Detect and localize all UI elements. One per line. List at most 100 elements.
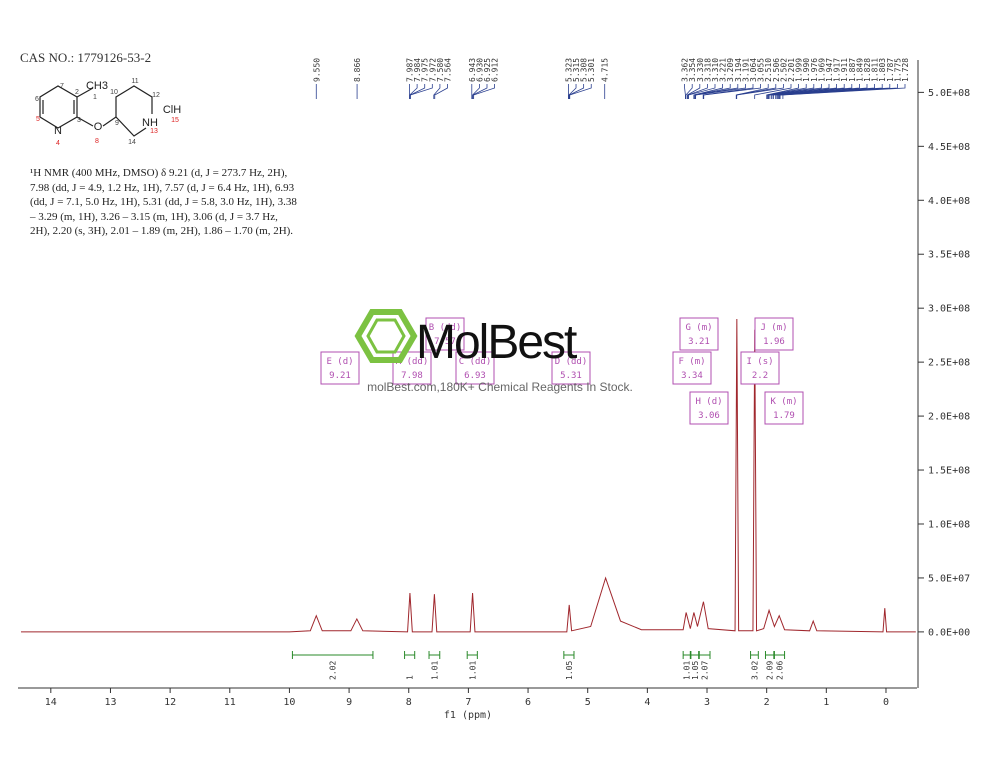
peak-pointer xyxy=(684,84,686,99)
x-tick-label: 1 xyxy=(823,697,829,708)
peak-pointer xyxy=(773,84,853,99)
peak-label: 1.811 xyxy=(871,58,880,82)
integral-value: 1.01 xyxy=(683,661,692,680)
x-tick-label: 14 xyxy=(45,697,57,708)
peak-pointer xyxy=(754,84,792,99)
multiplet-label: B (dd) xyxy=(429,323,462,333)
peak-label: 3.209 xyxy=(726,58,735,82)
peak-pointer xyxy=(693,84,723,99)
peak-label: 1.775 xyxy=(893,58,902,82)
bond xyxy=(102,116,117,127)
peak-pointer xyxy=(472,84,488,99)
logo-text: MolBest xyxy=(416,316,577,369)
multiplet-box xyxy=(425,317,465,351)
peak-label: 2.502 xyxy=(779,58,788,82)
x-tick-label: 5 xyxy=(585,697,591,708)
atom-number: 10 xyxy=(110,89,118,96)
peak-pointer xyxy=(766,84,799,99)
integral-value: 2.07 xyxy=(701,661,710,680)
peak-pointer xyxy=(702,84,754,99)
peak-label: 2.510 xyxy=(764,58,773,82)
multiplet-label: I (s) xyxy=(746,357,773,367)
multiplet-box xyxy=(672,351,712,385)
peak-label: 6.930 xyxy=(475,58,484,82)
multiplet-box xyxy=(689,391,729,425)
peak-label: 3.362 xyxy=(681,58,690,82)
peak-pointer xyxy=(568,84,585,99)
peak-pointer xyxy=(771,84,845,99)
x-tick-label: 7 xyxy=(465,697,471,708)
x-tick-label: 0 xyxy=(883,697,889,708)
multiplet-box xyxy=(320,351,360,385)
peak-pointer xyxy=(768,84,822,99)
peak-pointer xyxy=(687,84,708,99)
pyridine-ring xyxy=(39,85,78,129)
x-tick-label: 3 xyxy=(704,697,710,708)
peak-pointer xyxy=(473,84,495,99)
bond xyxy=(76,87,94,98)
y-tick-label: 3.5E+08 xyxy=(928,250,970,261)
peak-label: 1.969 xyxy=(817,58,826,82)
multiplet-box xyxy=(679,317,719,351)
peak-pointer xyxy=(434,84,448,99)
x-tick-label: 12 xyxy=(164,697,176,708)
atom-number: 4 xyxy=(56,140,60,147)
peak-label: 2.506 xyxy=(772,58,781,82)
molecule xyxy=(39,85,153,137)
multiplet-shift: 2.2 xyxy=(752,371,768,381)
multiplet-shift: 1.79 xyxy=(773,411,795,421)
x-tick-label: 10 xyxy=(283,697,295,708)
multiplet-shift: 1.96 xyxy=(763,337,785,347)
atom-number: 14 xyxy=(128,139,136,146)
x-tick-label: 8 xyxy=(406,697,412,708)
nmr-description: ¹H NMR (400 MHz, DMSO) δ 9.21 (d, J = 27… xyxy=(30,167,297,237)
integral-value: 2.02 xyxy=(329,661,338,680)
multiplet-label: F (m) xyxy=(678,357,705,367)
peak-label: 5.301 xyxy=(587,58,596,82)
atom-number: 9 xyxy=(115,120,119,127)
peak-label: 4.715 xyxy=(601,58,610,82)
peak-label: 7.564 xyxy=(444,58,453,82)
peak-label: 1.947 xyxy=(825,58,834,82)
atom-number: 7 xyxy=(60,83,64,90)
y-tick-label: 1.5E+08 xyxy=(928,466,970,477)
x-tick-label: 2 xyxy=(764,697,770,708)
atom-number: 11 xyxy=(131,78,138,85)
peak-label: 7.580 xyxy=(436,58,445,82)
cas-number: CAS NO.: 1779126-53-2 xyxy=(20,50,151,65)
x-axis-label: f1 (ppm) xyxy=(444,710,492,721)
bond xyxy=(115,116,147,137)
atom-number: 12 xyxy=(152,92,160,99)
multiplet-shift: 6.93 xyxy=(464,371,486,381)
peak-label: 6.925 xyxy=(483,58,492,82)
y-tick-label: 3.0E+08 xyxy=(928,304,970,315)
peak-label: 3.191 xyxy=(741,58,750,82)
peak-label: 9.550 xyxy=(312,58,321,82)
multiplet-shift: 7.98 xyxy=(401,371,423,381)
multiplet-box xyxy=(754,317,794,351)
y-tick-label: 1.0E+08 xyxy=(928,519,970,530)
peak-pointer xyxy=(703,84,761,99)
atom-number: 6 xyxy=(35,96,39,103)
peak-label: 1.999 xyxy=(795,58,804,82)
multiplet-box xyxy=(740,351,780,385)
multiplet-shift: 9.21 xyxy=(329,371,351,381)
peak-pointer xyxy=(568,84,577,99)
multiplet-label: G (m) xyxy=(685,323,712,333)
peak-label: 8.866 xyxy=(353,58,362,82)
peak-pointer xyxy=(766,84,807,99)
x-tick-label: 11 xyxy=(224,697,236,708)
peak-pointer xyxy=(433,84,441,99)
peak-label: 2.201 xyxy=(787,58,796,82)
y-tick-label: 5.0E+07 xyxy=(928,573,970,584)
integral-value: 1.01 xyxy=(468,661,477,680)
logo-hexagon xyxy=(354,309,418,363)
atom-number: 1 xyxy=(93,94,97,101)
integral-value: 1.01 xyxy=(430,661,439,680)
y-tick-label: 4.5E+08 xyxy=(928,142,970,153)
atom-number: 5 xyxy=(36,116,40,123)
peak-label: 7.984 xyxy=(413,58,422,82)
y-tick-label: 5.0E+08 xyxy=(928,88,970,99)
multiplet-box xyxy=(764,391,804,425)
peak-pointer xyxy=(694,84,731,99)
